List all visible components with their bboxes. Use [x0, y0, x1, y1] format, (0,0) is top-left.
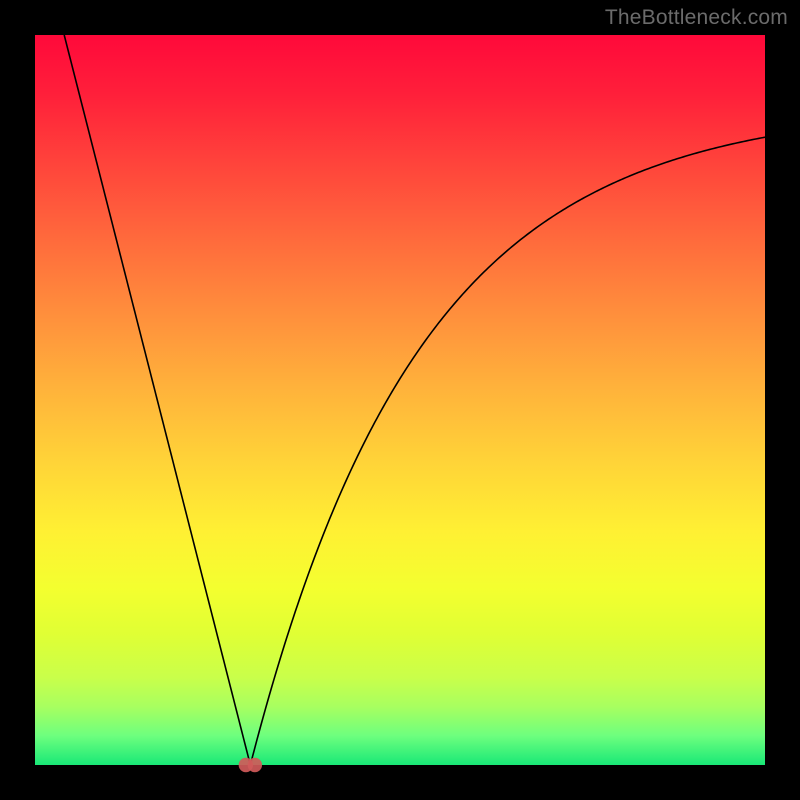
minimum-marker: [239, 758, 262, 772]
watermark-text: TheBottleneck.com: [605, 6, 788, 30]
plot-background: [35, 35, 765, 765]
bottleneck-chart: [0, 0, 800, 800]
chart-container: TheBottleneck.com: [0, 0, 800, 800]
